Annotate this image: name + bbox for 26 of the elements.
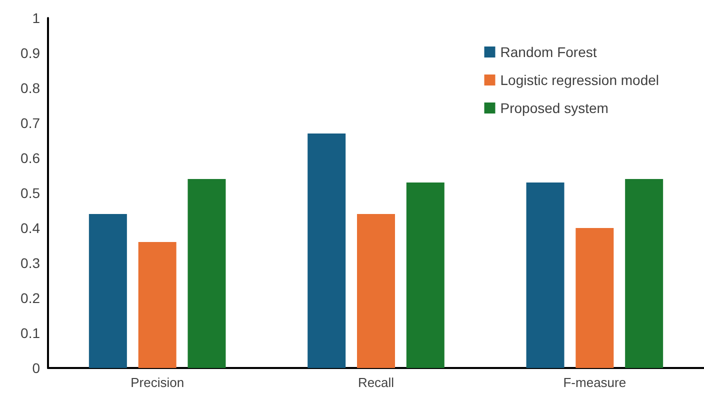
- y-tick-label: 0: [32, 360, 40, 376]
- bar: [526, 182, 564, 368]
- bar: [308, 134, 346, 368]
- bar: [406, 182, 444, 368]
- x-tick-label: Recall: [358, 375, 394, 390]
- bar: [138, 242, 176, 368]
- y-tick-label: 0.8: [20, 80, 40, 96]
- x-tick-label: F-measure: [563, 375, 626, 390]
- y-tick-label: 0.2: [20, 290, 40, 306]
- y-tick-label: 0.1: [20, 325, 40, 341]
- y-tick-label: 1: [32, 10, 40, 26]
- bar: [357, 214, 395, 368]
- y-tick-label: 0.9: [20, 45, 40, 61]
- legend-label: Logistic regression model: [500, 72, 660, 88]
- bar: [88, 214, 127, 368]
- bar: [576, 228, 614, 368]
- legend-label: Proposed system: [500, 100, 608, 116]
- y-tick-label: 0.6: [20, 150, 40, 166]
- y-tick-label: 0.3: [20, 255, 40, 271]
- bar: [188, 179, 226, 368]
- y-tick-label: 0.5: [20, 185, 40, 201]
- bar: [625, 179, 664, 368]
- y-tick-label: 0.4: [20, 220, 40, 236]
- legend-label: Random Forest: [500, 44, 597, 60]
- x-tick-label: Precision: [130, 375, 184, 390]
- y-tick-label: 0.7: [20, 115, 40, 131]
